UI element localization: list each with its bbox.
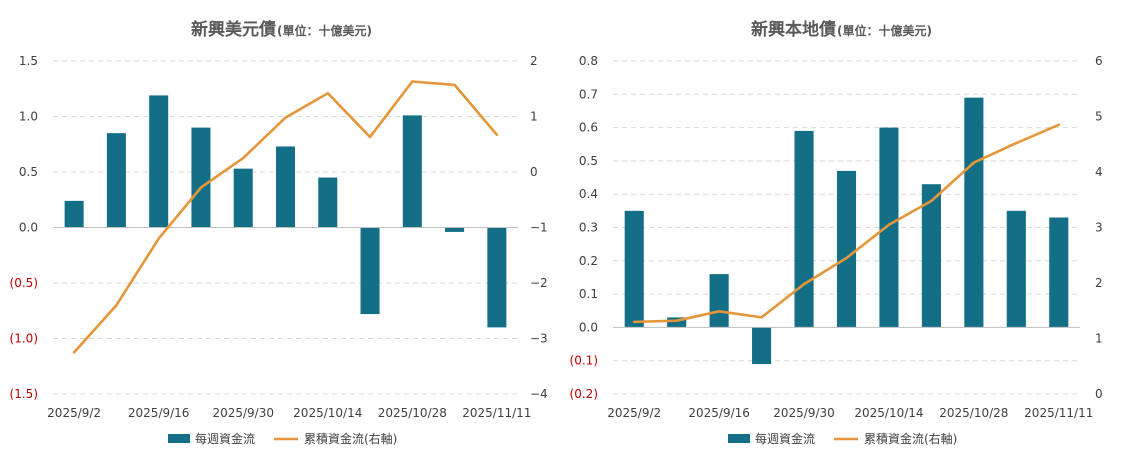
x-axis-tick-label: 2025/9/30 [773, 406, 835, 420]
bar [233, 168, 253, 228]
chart-title: 新興本地債 [751, 19, 836, 40]
x-axis-tick-label: 2025/9/30 [212, 406, 274, 420]
bar [964, 97, 984, 328]
left-axis-tick-label: 0.0 [19, 221, 38, 235]
x-axis-tick-label: 2025/10/14 [293, 406, 362, 420]
chart-emerging-local-bond: 新興本地債 (單位：十億美元) 0.8 0.7 0.6 0.5 0.4 0.3 0.2 0.1… [560, 0, 1126, 459]
left-axis-tick-label: 0.8 [579, 54, 598, 68]
right-axis-tick-label: −2 [530, 276, 548, 290]
right-axis-tick-label: 2 [1095, 276, 1103, 290]
x-axis-tick-label: 2025/11/11 [1024, 406, 1093, 420]
left-axis-tick-label: 0.5 [19, 165, 38, 179]
bar [794, 130, 814, 328]
left-axis-tick-label: 0.4 [579, 187, 598, 201]
bar [1049, 217, 1069, 328]
bar [879, 127, 899, 328]
x-axis-tick-label: 2025/11/11 [462, 406, 531, 420]
right-axis-tick-label: 3 [1095, 221, 1103, 235]
cumulative-line [72, 80, 499, 354]
bar [445, 227, 465, 232]
left-axis-tick-label: 0.7 [579, 87, 598, 101]
left-axis-tick-label: 0.0 [579, 320, 598, 334]
right-axis-tick-label: 6 [1095, 54, 1103, 68]
cumulative-line [632, 123, 1061, 324]
right-axis-tick-label: 5 [1095, 110, 1103, 124]
left-axis-tick-label: (0.5) [10, 276, 38, 290]
x-axis-tick-label: 2025/9/16 [688, 406, 750, 420]
left-axis-tick-label: 1.5 [19, 54, 38, 68]
bar [921, 184, 941, 328]
right-axis-tick-label: 1 [1095, 332, 1103, 346]
x-axis-tick-label: 2025/9/2 [607, 406, 661, 420]
x-axis-tick-label: 2025/10/28 [939, 406, 1008, 420]
bar [1006, 210, 1026, 328]
left-axis-tick-label: (1.5) [10, 387, 38, 401]
gridlines [53, 60, 518, 395]
bar [752, 327, 772, 365]
left-axis-tick-label: 1.0 [19, 110, 38, 124]
left-axis-tick-label: 0.6 [579, 121, 598, 135]
bar [191, 127, 211, 228]
chart-emerging-usd-bond: 新興美元債 (單位：十億美元) 1.5 1.0 0.5 0.0 (0.5) (1.0) (1… [0, 0, 560, 459]
right-axis-tick-label: 2 [530, 54, 538, 68]
right-axis-tick-label: 1 [530, 110, 538, 124]
gridlines [613, 60, 1080, 395]
legend-bar-label: 每週資金流 [195, 431, 255, 446]
x-axis-tick-label: 2025/10/14 [854, 406, 923, 420]
bar [487, 227, 507, 328]
right-axis-tick-label: 4 [1095, 165, 1103, 179]
x-axis-tick-label: 2025/10/28 [378, 406, 447, 420]
right-axis-tick-label: −1 [530, 221, 548, 235]
left-axis-tick-label: 0.1 [579, 287, 598, 301]
left-axis-tick-label: (1.0) [10, 332, 38, 346]
left-axis-tick-label: 0.3 [579, 221, 598, 235]
right-axis-tick-label: 0 [530, 165, 538, 179]
right-axis-tick-label: −3 [530, 332, 548, 346]
legend-bar-swatch [728, 434, 750, 443]
legend: 每週資金流 累積資金流(右軸) [168, 431, 397, 446]
bar-series [624, 97, 1069, 365]
legend-line-label: 累積資金流(右軸) [304, 431, 397, 446]
bar [709, 274, 729, 328]
left-axis-tick-label: (0.2) [570, 387, 598, 401]
chart-emerging-usd-bond-svg: 新興美元債 (單位：十億美元) 1.5 1.0 0.5 0.0 (0.5) (1.0) (1… [10, 19, 548, 446]
bar [667, 317, 687, 328]
bar [318, 177, 338, 228]
bar [402, 115, 422, 228]
left-axis-tick-label: 0.5 [579, 154, 598, 168]
left-axis-tick-label: 0.2 [579, 254, 598, 268]
bar [624, 210, 644, 328]
legend-bar-label: 每週資金流 [755, 431, 815, 446]
bar [836, 170, 857, 328]
chart-subtitle: (單位：十億美元) [277, 23, 372, 38]
chart-emerging-local-bond-svg: 新興本地債 (單位：十億美元) 0.8 0.7 0.6 0.5 0.4 0.3 0.2 0.1… [570, 19, 1103, 446]
legend-line-label: 累積資金流(右軸) [864, 431, 957, 446]
bar [275, 146, 296, 228]
right-axis-tick-label: 0 [1095, 387, 1103, 401]
x-axis-tick-label: 2025/9/16 [128, 406, 190, 420]
bar [149, 95, 169, 228]
right-axis-tick-label: −4 [530, 387, 548, 401]
chart-subtitle: (單位：十億美元) [837, 23, 932, 38]
left-axis-tick-label: (0.1) [570, 354, 598, 368]
bar-series [64, 95, 507, 328]
legend-bar-swatch [168, 434, 190, 443]
x-axis-tick-label: 2025/9/2 [47, 406, 101, 420]
legend: 每週資金流 累積資金流(右軸) [728, 431, 957, 446]
bar [64, 200, 84, 228]
bar [360, 227, 380, 315]
bar [106, 133, 126, 228]
chart-title: 新興美元債 [191, 19, 276, 40]
